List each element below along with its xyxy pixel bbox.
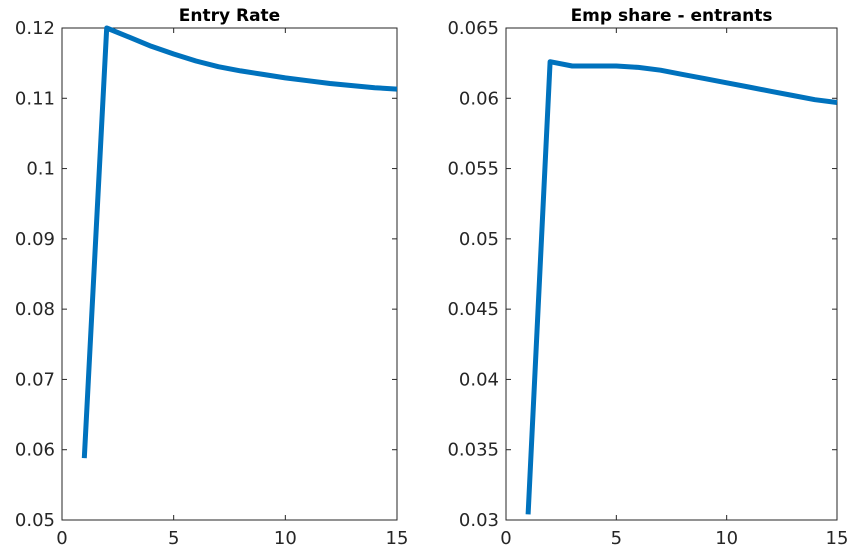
y-tick-label: 0.07 bbox=[15, 369, 55, 390]
y-tick-label: 0.05 bbox=[15, 510, 55, 531]
y-tick-label: 0.12 bbox=[15, 18, 55, 39]
x-tick-label: 10 bbox=[715, 528, 738, 549]
x-tick-label: 5 bbox=[168, 528, 179, 549]
y-tick-label: 0.055 bbox=[447, 159, 499, 180]
y-tick-label: 0.05 bbox=[459, 229, 499, 250]
chart-title: Emp share - entrants bbox=[571, 6, 773, 26]
y-tick-label: 0.045 bbox=[447, 299, 499, 320]
y-tick-label: 0.04 bbox=[459, 369, 499, 390]
y-tick-label: 0.11 bbox=[15, 88, 55, 109]
series-line bbox=[525, 59, 838, 515]
axes-box bbox=[61, 27, 398, 521]
y-tick-label: 0.1 bbox=[26, 159, 55, 180]
y-tick-label: 0.08 bbox=[15, 299, 55, 320]
x-tick-label: 0 bbox=[500, 528, 511, 549]
y-tick-label: 0.06 bbox=[15, 440, 55, 461]
chart-title: Entry Rate bbox=[179, 6, 280, 26]
y-tick-label: 0.03 bbox=[459, 510, 499, 531]
y-tick-label: 0.06 bbox=[459, 88, 499, 109]
x-tick-label: 0 bbox=[56, 528, 67, 549]
x-tick-label: 10 bbox=[274, 528, 297, 549]
y-tick-label: 0.035 bbox=[447, 440, 499, 461]
chart-panel-1: Entry Rate 0 5 10 15 0.05 0.06 0.07 0.08 0.09 0.1 0… bbox=[15, 6, 409, 549]
x-tick-label: 5 bbox=[611, 528, 622, 549]
x-tick-label: 15 bbox=[826, 528, 849, 549]
axes-box bbox=[505, 27, 838, 521]
x-tick-label: 15 bbox=[386, 528, 409, 549]
y-tick-label: 0.065 bbox=[447, 18, 499, 39]
chart-panel-2: Emp share - entrants 0 5 10 15 0.03 0.035 0.04 0… bbox=[447, 6, 848, 549]
y-tick-label: 0.09 bbox=[15, 229, 55, 250]
series-line bbox=[81, 25, 398, 459]
